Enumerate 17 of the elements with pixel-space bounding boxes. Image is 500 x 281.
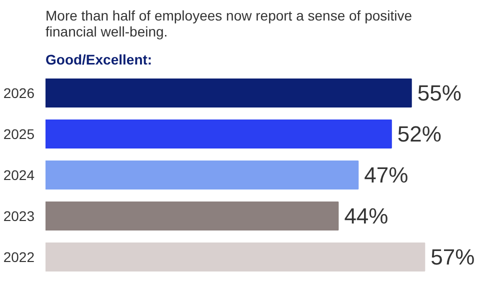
y-tick-label: 2023 xyxy=(3,208,35,224)
y-tick-label: 2026 xyxy=(3,85,35,101)
data-label: 55% xyxy=(417,80,462,106)
chart-title: More than half of employees now report a sense of positive financial well-being. xyxy=(46,8,412,40)
y-tick-label: 2022 xyxy=(3,249,35,265)
bar xyxy=(46,202,339,230)
data-label: 47% xyxy=(364,162,408,188)
bar xyxy=(46,160,359,190)
bar xyxy=(46,242,426,272)
y-tick-label: 2025 xyxy=(3,126,35,142)
data-label: 44% xyxy=(344,204,388,228)
data-label: 57% xyxy=(430,244,475,270)
data-label: 52% xyxy=(397,122,442,146)
y-tick-label: 2024 xyxy=(3,167,35,183)
bar xyxy=(46,120,392,148)
chart-subtitle: Good/Excellent: xyxy=(46,52,152,68)
bar xyxy=(46,78,412,108)
